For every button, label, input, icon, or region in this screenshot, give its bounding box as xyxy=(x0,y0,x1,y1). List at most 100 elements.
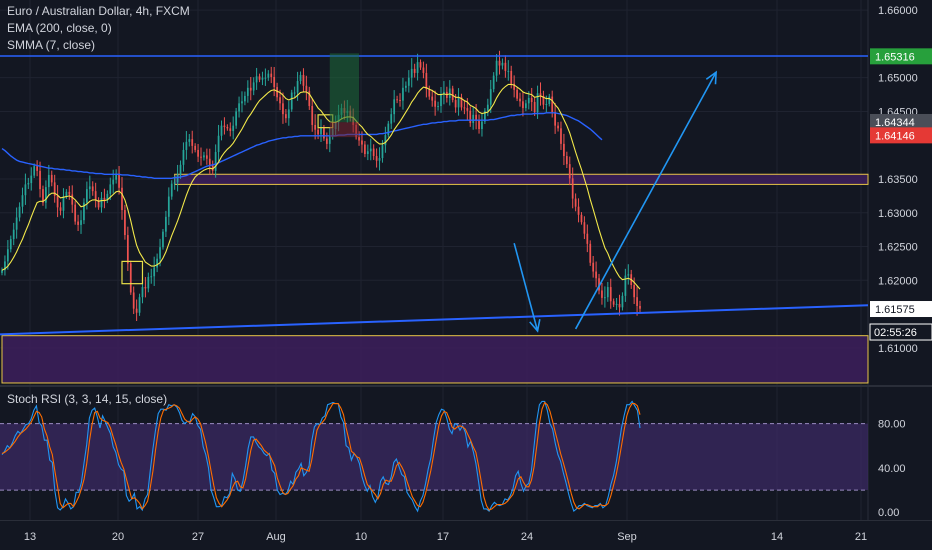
stoch-d-line xyxy=(1,401,641,511)
candle-body xyxy=(252,82,255,91)
candle-body xyxy=(492,75,495,90)
candle-body xyxy=(457,97,460,108)
candle-body xyxy=(132,292,135,309)
time-tick-label: Aug xyxy=(266,531,286,543)
candle-body xyxy=(568,164,571,179)
ema-200-line xyxy=(1,112,603,180)
candle-body xyxy=(416,62,419,73)
candle-body xyxy=(507,70,510,72)
candle-body xyxy=(478,119,480,130)
candle-body xyxy=(205,155,208,159)
candle-body xyxy=(39,170,41,190)
candle-body xyxy=(425,72,428,90)
candle-body xyxy=(574,198,577,207)
candle-body xyxy=(393,99,396,115)
candle-body xyxy=(124,210,126,236)
candle-body xyxy=(244,95,246,102)
candle-body xyxy=(235,111,238,126)
candle-body xyxy=(448,88,451,98)
candle-body xyxy=(513,83,516,90)
candle-body xyxy=(279,97,281,104)
candle-body xyxy=(74,204,77,222)
candle-body xyxy=(390,114,393,124)
candle-body xyxy=(170,183,173,197)
candle-body xyxy=(615,303,618,305)
candle-body xyxy=(495,60,498,76)
candle-body xyxy=(472,114,475,123)
price-tick-label: 1.66000 xyxy=(878,5,918,17)
candle-body xyxy=(589,243,592,263)
candle-body xyxy=(200,156,202,158)
candle-body xyxy=(399,99,401,101)
indicators xyxy=(1,83,641,290)
candle-body xyxy=(65,191,68,197)
price-badge-label: 1.65316 xyxy=(875,51,915,63)
time-tick-label: 17 xyxy=(437,531,449,543)
candle-body xyxy=(627,274,630,276)
candle-body xyxy=(314,124,317,130)
candle-body xyxy=(372,148,375,157)
candle-body xyxy=(50,174,53,183)
candle-body xyxy=(454,99,457,108)
candle-body xyxy=(162,231,164,248)
candle-body xyxy=(36,166,38,171)
candle-body xyxy=(165,216,167,232)
stoch-lines xyxy=(1,400,641,513)
candle-body xyxy=(577,206,580,215)
candle-body xyxy=(77,221,79,225)
candle-body xyxy=(325,138,328,144)
candle-body xyxy=(586,233,589,244)
candle-body xyxy=(42,189,44,203)
time-tick-label: 10 xyxy=(355,531,367,543)
candle-body xyxy=(179,164,182,175)
candle-body xyxy=(255,76,258,83)
candle-body xyxy=(451,88,454,100)
candle-body xyxy=(109,184,112,194)
candle-body xyxy=(516,89,518,99)
candle-body xyxy=(583,222,586,234)
candle-body xyxy=(12,229,15,240)
candle-body xyxy=(542,95,545,105)
price-tick-label: 1.63000 xyxy=(878,208,918,220)
candle-body xyxy=(466,108,469,111)
ema-legend: EMA (200, close, 0) xyxy=(7,21,112,35)
candle-body xyxy=(530,97,533,102)
candle-body xyxy=(560,128,562,144)
candle-body xyxy=(246,87,249,96)
candle-body xyxy=(241,101,243,104)
candle-body xyxy=(434,100,437,107)
candle-body xyxy=(97,199,100,208)
candle-body xyxy=(554,112,557,126)
candle-body xyxy=(129,263,132,293)
price-badge xyxy=(870,48,932,65)
candle-body xyxy=(21,195,24,207)
candle-body xyxy=(612,301,615,305)
candle-body xyxy=(126,235,129,264)
candle-body xyxy=(598,278,600,291)
candle-body xyxy=(238,103,240,112)
candle-body xyxy=(519,98,521,102)
candle-body xyxy=(557,125,559,129)
candle-body xyxy=(85,189,88,203)
candle-body xyxy=(375,156,378,161)
candle-body xyxy=(156,258,158,268)
candle-body xyxy=(404,85,407,88)
smma-7-line xyxy=(1,83,641,290)
price-badge-label: 1.64146 xyxy=(875,130,915,142)
candle-body xyxy=(624,275,627,296)
candle-body xyxy=(141,287,144,298)
candle-body xyxy=(601,290,603,298)
candle-body xyxy=(258,76,261,80)
candle-body xyxy=(273,77,276,88)
candle-body xyxy=(475,114,477,120)
candle-body xyxy=(361,140,363,145)
price-badge-label: 1.64344 xyxy=(875,117,915,129)
candle-body xyxy=(402,87,404,101)
candle-body xyxy=(407,77,410,86)
candle-body xyxy=(229,128,232,132)
candle-body xyxy=(545,104,548,106)
candle-body xyxy=(138,297,141,313)
stoch-tick-label: 80.00 xyxy=(878,419,906,431)
candle-body xyxy=(214,151,217,171)
